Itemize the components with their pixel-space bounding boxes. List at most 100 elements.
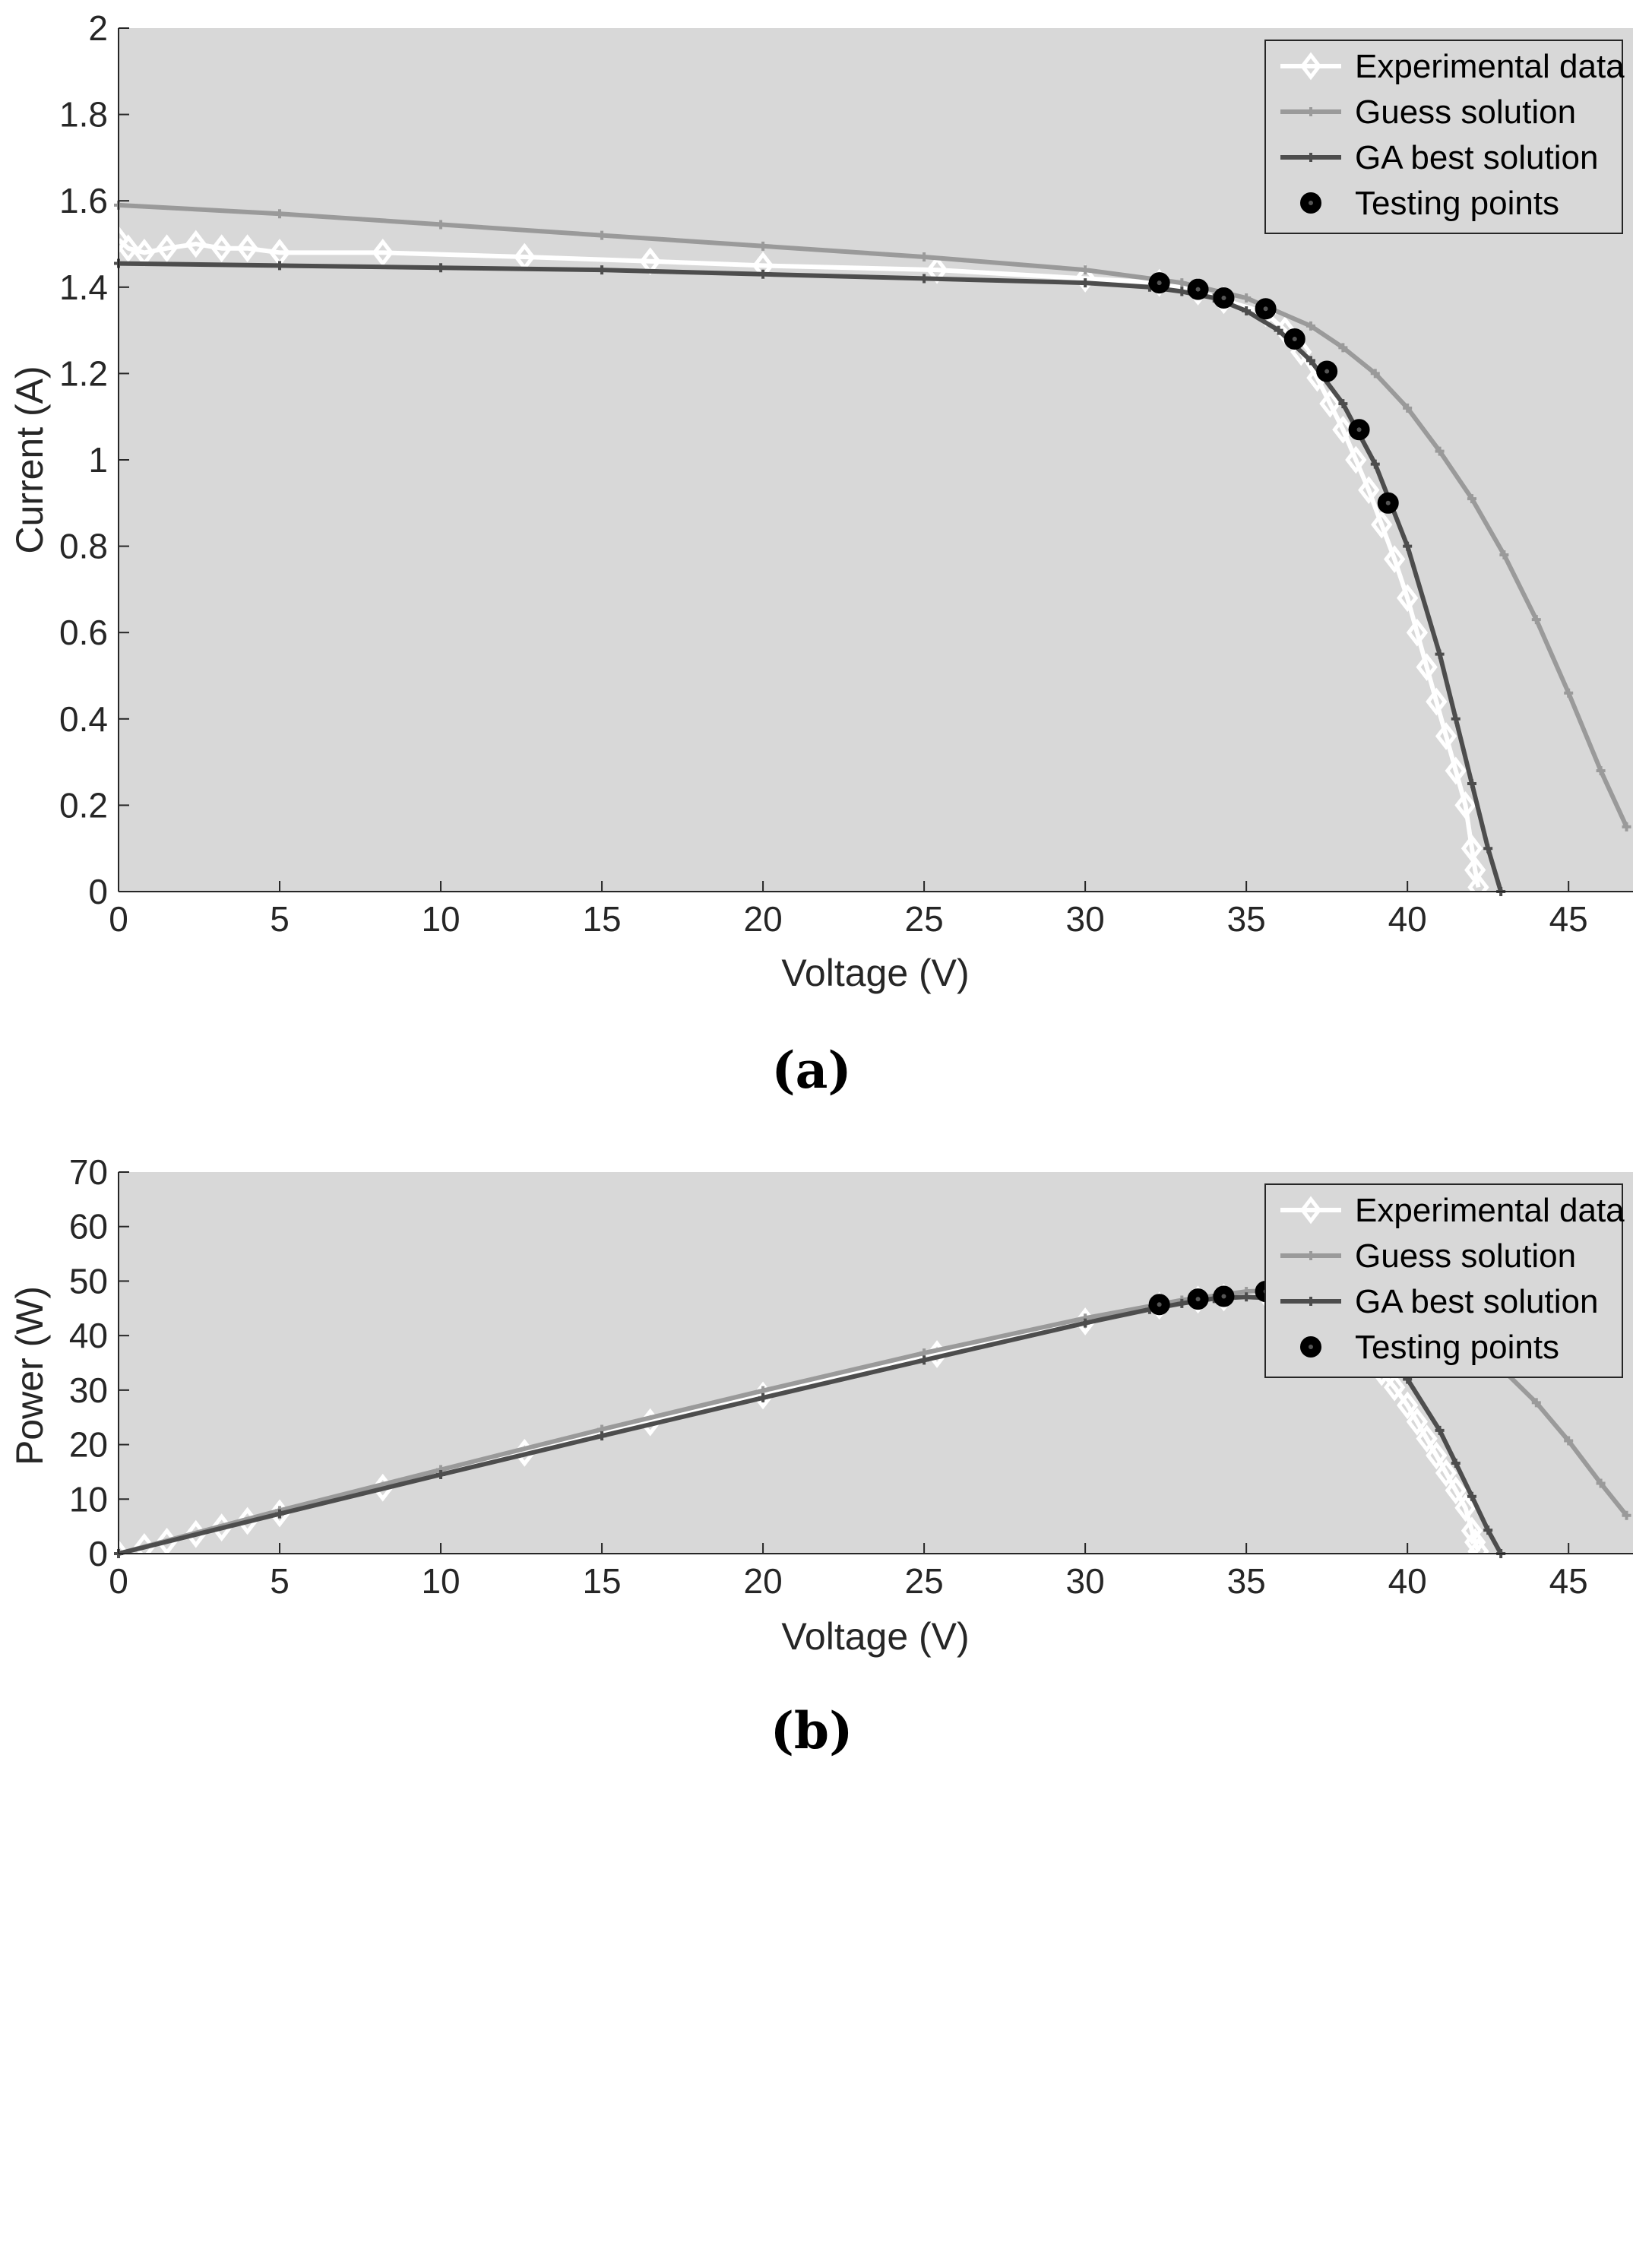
data-point-guess-solution [1499,550,1509,559]
data-point-experimental-data [1435,1459,1457,1488]
data-point-guess-solution [1435,446,1445,456]
data-point-guess-solution [436,220,446,230]
y-tick-label: 2 [88,8,108,48]
data-point-guess-solution [1531,1398,1541,1408]
data-point-testing-points-center [1195,287,1201,292]
legend-item-testing-points: Testing points [1300,185,1559,222]
data-point-guess-solution [1370,369,1380,379]
x-tick-label: 45 [1549,1561,1588,1601]
y-tick-label: 50 [69,1261,108,1301]
data-point-experimental-data [1332,415,1354,444]
legend-item-testing-points: Testing points [1300,1329,1559,1366]
data-point-ga-best-solution [1338,399,1348,409]
data-point-experimental-data [1454,1494,1476,1522]
data-point-guess-solution [919,252,929,262]
data-point-ga-best-solution [1451,1458,1461,1468]
data-point-guess-solution [1564,688,1574,698]
y-tick-label: 0.2 [59,785,108,825]
x-tick-label: 20 [743,1561,782,1601]
data-point-testing-points-center [1221,296,1226,300]
legend-label: Guess solution [1355,1237,1576,1275]
legend-swatch-marker [1306,1297,1315,1306]
data-point-ga-best-solution [275,1509,285,1519]
data-point-experimental-data [1467,1537,1489,1566]
x-tick-label: 15 [582,899,621,939]
data-point-guess-solution [1338,343,1348,353]
data-point-guess-solution [1531,615,1541,625]
y-tick-label: 70 [69,1152,108,1192]
data-point-experimental-data [1319,389,1341,418]
data-point-ga-best-solution [1242,1292,1252,1302]
data-point-experimental-data [1445,756,1467,785]
data-point-ga-best-solution [1081,278,1090,288]
data-point-ga-best-solution [436,1470,446,1480]
legend-swatch-marker [1306,153,1315,162]
y-tick-label: 0 [88,872,108,911]
data-point-testing-points-center [1292,336,1297,341]
data-point-guess-solution [1403,403,1413,413]
x-tick-label: 25 [905,1561,944,1601]
data-point-ga-best-solution [597,265,607,275]
y-tick-label: 0.6 [59,613,108,652]
y-tick-label: 20 [69,1425,108,1465]
data-point-experimental-data [185,230,207,258]
legend-item-ga-best-solution: GA best solution [1280,1283,1598,1320]
data-point-experimental-data [1435,722,1457,750]
data-point-testing-points-center [1385,500,1391,505]
legend-b: Experimental data Guess solution GA best s… [1264,1183,1625,1378]
y-axis-label-a: Current (A) [8,366,51,553]
legend-label: GA best solution [1355,1283,1598,1320]
panel-label-a: (a) [771,1041,851,1100]
y-tick-label: 1 [88,440,108,480]
data-point-experimental-data [1461,834,1483,863]
data-point-testing-points-center [1157,280,1162,286]
data-point-ga-best-solution [758,269,768,279]
legend-box [1264,1183,1623,1378]
data-point-experimental-data [1384,1373,1406,1402]
data-point-experimental-data [372,238,394,267]
data-point-testing-points-center [1195,1297,1201,1302]
series-guess-solution-a [114,200,1631,832]
y-tick-label: 1.8 [59,95,108,135]
legend-item-guess-solution: Guess solution [1280,93,1576,131]
data-point-experimental-data [1416,1424,1438,1453]
series-line-guess-solution [118,202,1629,829]
data-point-ga-best-solution [1177,1298,1187,1308]
data-point-guess-solution [1622,822,1631,832]
data-point-ga-best-solution [1403,541,1413,551]
legend-item-experimental-data: Experimental data [1280,48,1625,85]
data-point-experimental-data [1454,790,1476,819]
data-point-experimental-data [156,234,178,263]
x-tick-label: 0 [109,899,128,939]
data-point-guess-solution [1081,265,1090,275]
y-tick-label: 0.8 [59,527,108,566]
data-point-experimental-data [1406,618,1429,647]
data-point-experimental-data [1345,445,1367,474]
data-point-ga-best-solution [1274,325,1283,335]
data-point-guess-solution [1596,765,1606,775]
data-point-guess-solution [1622,1510,1631,1520]
panel-label-b: (b) [771,1701,853,1760]
data-point-experimental-data [1416,653,1438,682]
legend-swatch-marker-center [1309,1345,1313,1349]
data-point-experimental-data [1397,1391,1419,1420]
legend-swatch-marker [1299,52,1322,81]
y-tick-label: 40 [69,1316,108,1355]
data-point-experimental-data [1397,584,1419,613]
data-point-testing-points-center [1324,369,1330,374]
x-tick-label: 15 [582,1561,621,1601]
data-point-experimental-data [1074,265,1097,293]
legend-item-ga-best-solution: GA best solution [1280,139,1598,176]
y-tick-label: 1.6 [59,181,108,220]
data-point-guess-solution [1305,321,1315,331]
legend-swatch-marker [1306,1251,1315,1260]
y-tick-label: 1.2 [59,353,108,393]
data-point-guess-solution [758,241,768,251]
data-point-ga-best-solution [1467,1491,1476,1501]
data-point-ga-best-solution [1435,649,1445,659]
data-point-guess-solution [1242,293,1252,303]
x-tick-label: 20 [743,899,782,939]
data-point-experimental-data [1467,873,1489,901]
legend-item-experimental-data: Experimental data [1280,1192,1625,1229]
data-point-guess-solution [1177,278,1187,288]
